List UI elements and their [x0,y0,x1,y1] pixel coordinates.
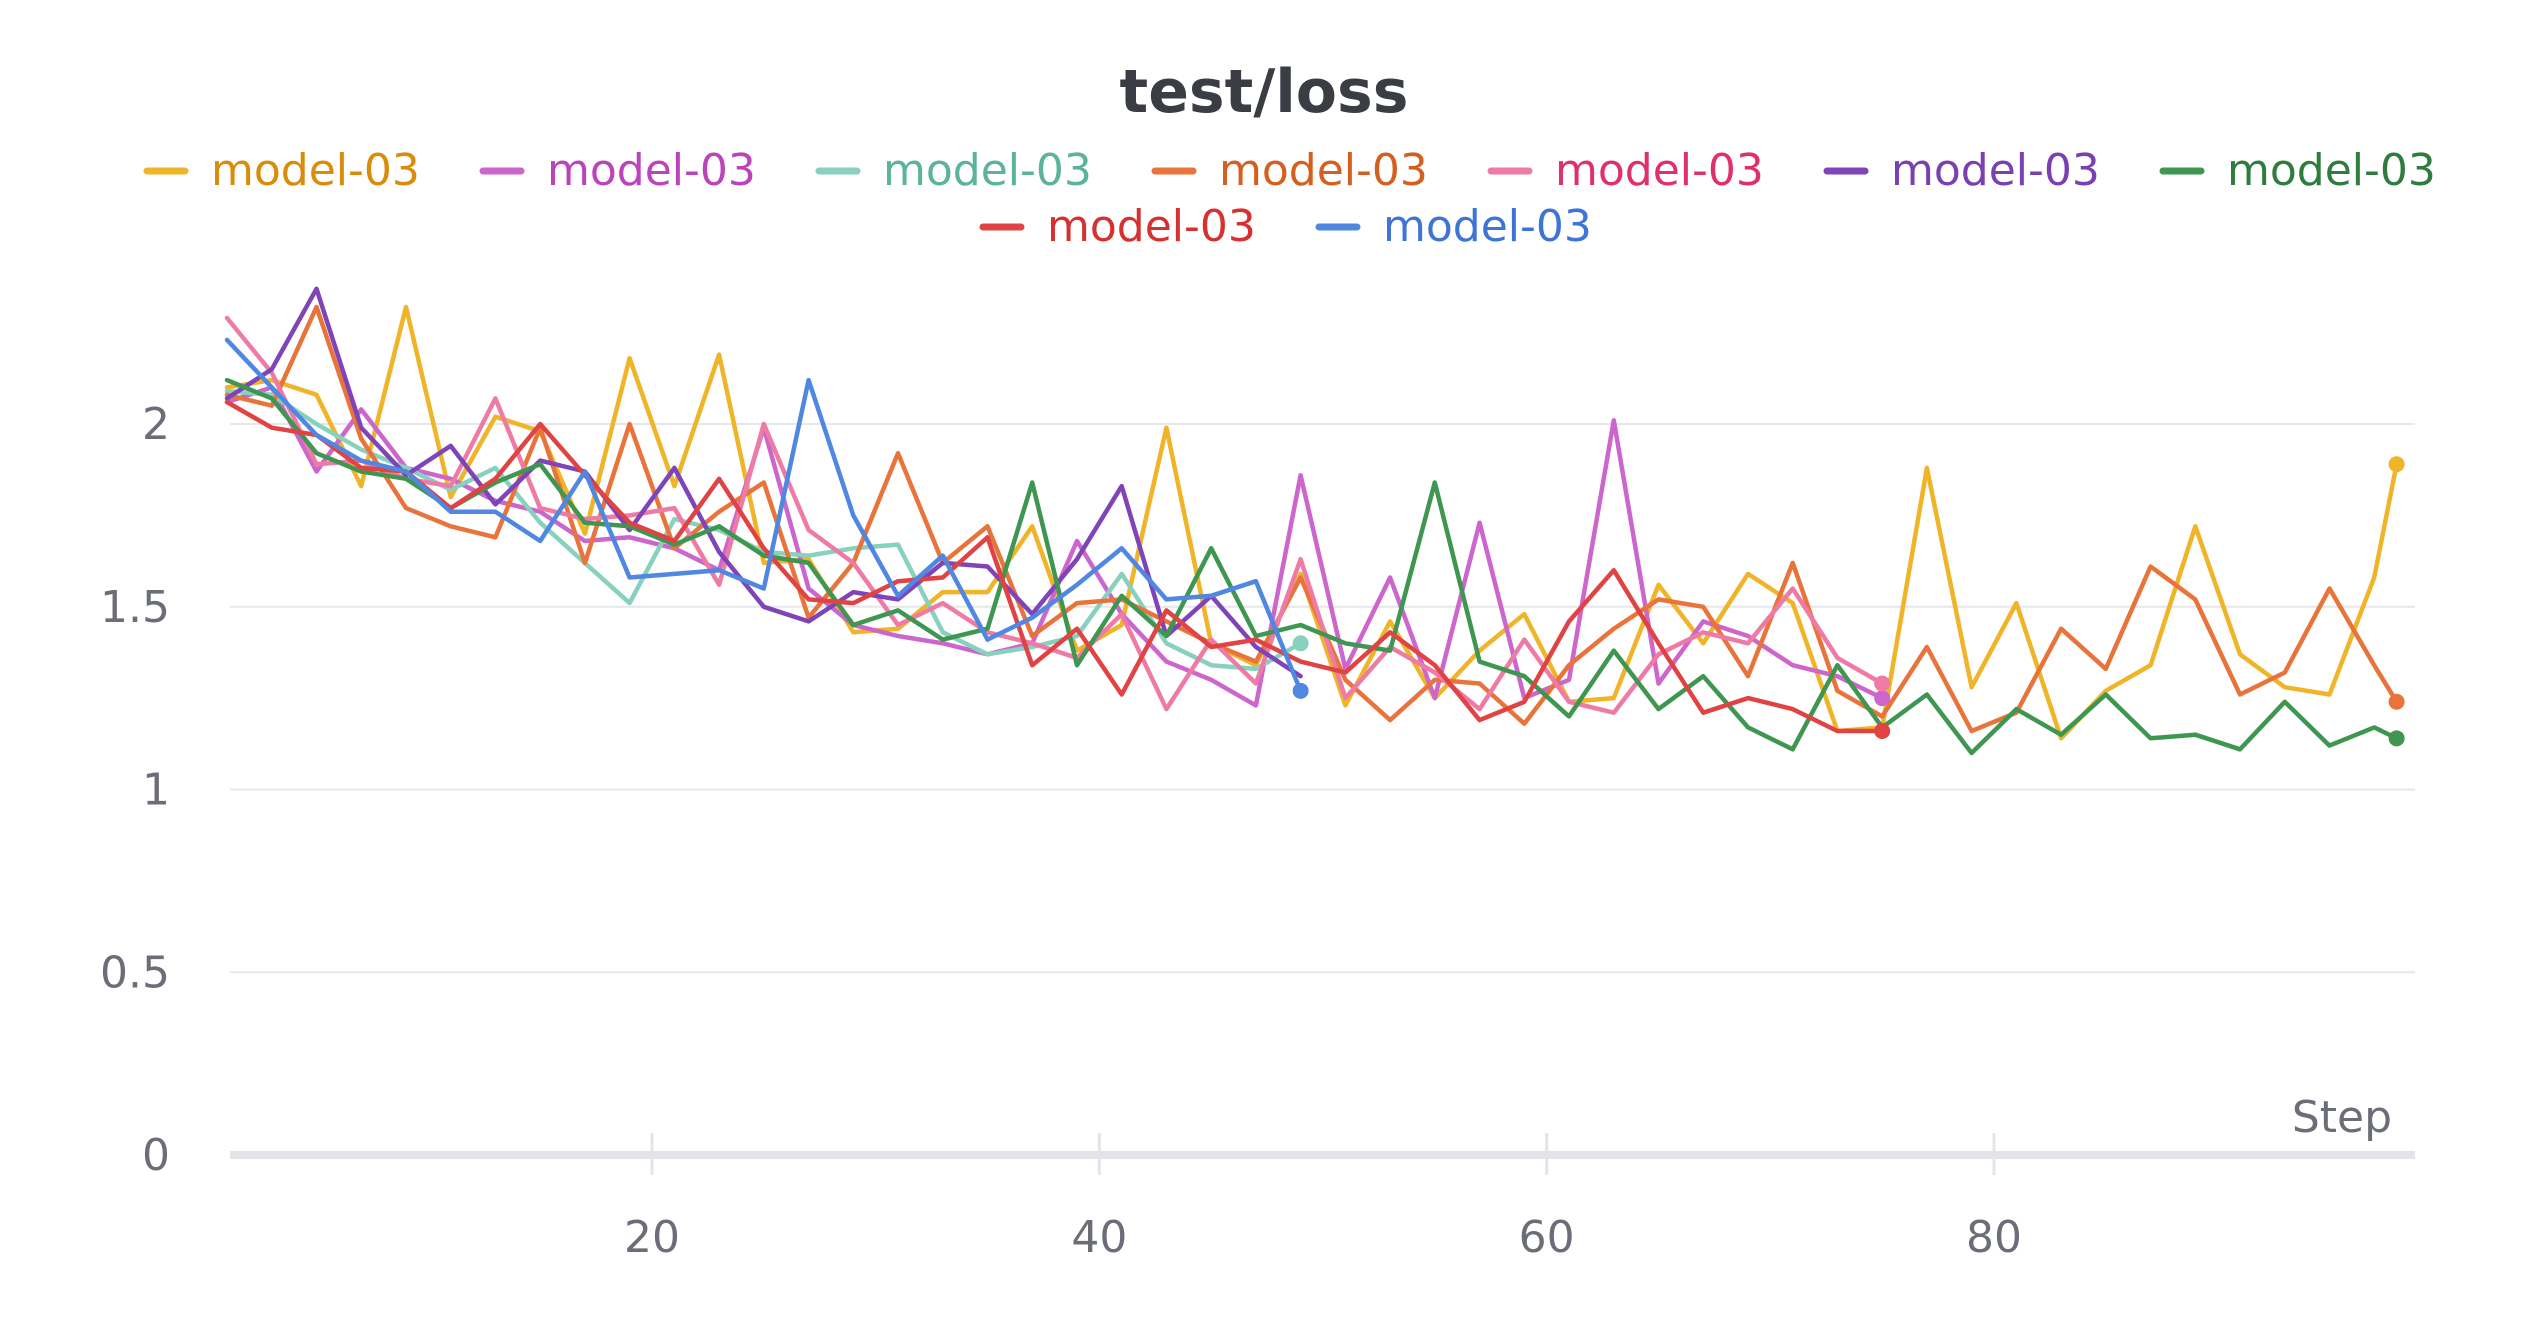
series-end-point-9 [1292,682,1309,699]
y-tick-label: 2 [142,399,170,450]
x-tick-label: 20 [624,1212,680,1263]
legend: model-03 model-03 model-03 model-03 model-03… [143,145,2436,252]
legend-label: model-03 [1891,145,2100,196]
chart-title: test/loss [1119,57,1409,127]
legend-label: model-03 [883,145,1092,196]
legend-label: model-03 [211,145,420,196]
grid-lines: 0 0.5 1 1.5 2 [100,399,2415,1181]
series-end-point-1 [2388,456,2405,473]
y-tick-label: 1.5 [100,582,170,633]
legend-label: model-03 [1555,145,1764,196]
legend-label: model-03 [1047,201,1256,252]
x-tick-label: 60 [1519,1212,1575,1263]
series-end-point-2 [1874,690,1891,707]
series-line-5 [224,315,1885,715]
series-line-1 [224,304,2399,741]
x-tick-label: 40 [1071,1212,1127,1263]
series-end-point-3 [1292,635,1309,652]
legend-label: model-03 [547,145,756,196]
series-line-8 [224,399,1885,734]
series-line-9 [224,337,1303,694]
legend-label: model-03 [1219,145,1428,196]
series-lines [224,286,2405,756]
legend-label: model-03 [2227,145,2436,196]
series-line-6 [224,286,1303,679]
series-end-point-8 [1874,723,1891,740]
legend-label: model-03 [1383,201,1592,252]
series-line-3 [224,388,1303,672]
series-end-point-5 [1874,675,1891,692]
series-line-7 [224,377,2399,756]
x-axis: 20 40 60 80 Step [230,1092,2415,1263]
series-line-2 [224,385,1885,708]
series-end-point-7 [2388,730,2405,747]
y-tick-label: 0 [142,1130,170,1181]
y-tick-label: 1 [142,765,170,816]
y-tick-label: 0.5 [100,947,170,998]
series-end-point-4 [2388,693,2405,710]
x-tick-label: 80 [1966,1212,2022,1263]
x-axis-label: Step [2292,1092,2392,1143]
